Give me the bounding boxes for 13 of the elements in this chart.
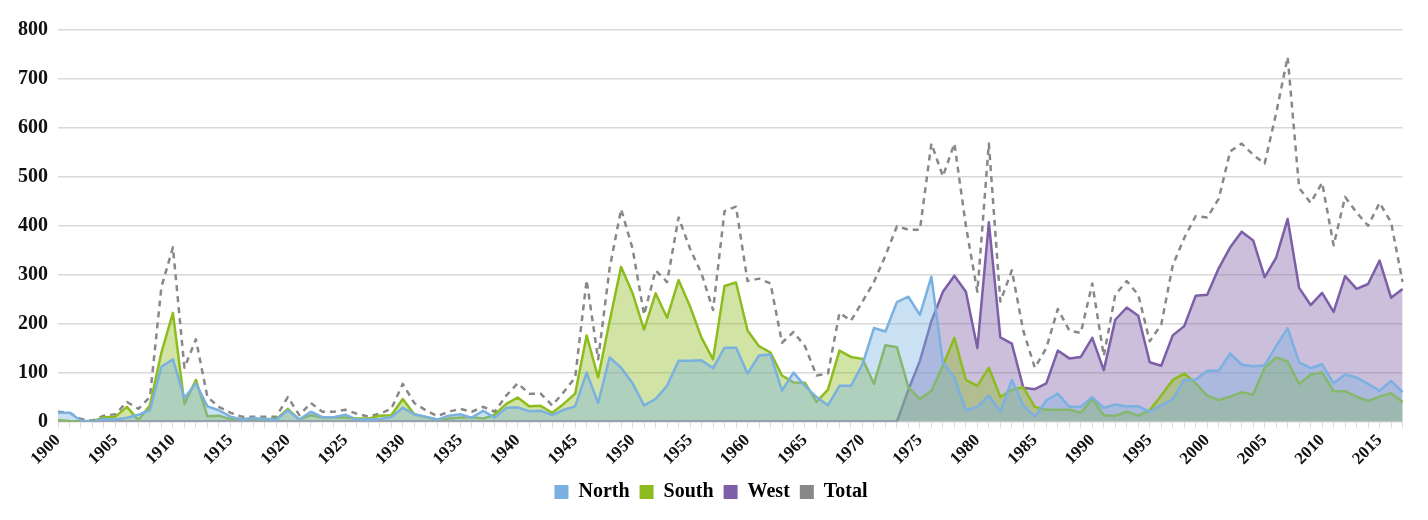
legend-label: North bbox=[578, 479, 630, 502]
y-tick-label: 0 bbox=[38, 408, 48, 431]
y-tick-label: 100 bbox=[18, 359, 48, 382]
legend-label: Total bbox=[823, 479, 868, 502]
y-tick-label: 300 bbox=[18, 261, 48, 284]
y-tick-label: 400 bbox=[18, 212, 48, 235]
y-tick-label: 500 bbox=[18, 164, 48, 186]
legend-label: South bbox=[663, 479, 714, 502]
y-tick-label: 200 bbox=[18, 310, 48, 333]
legend-label: West bbox=[747, 479, 791, 502]
y-tick-label: 700 bbox=[18, 66, 48, 89]
y-tick-label: 600 bbox=[18, 115, 48, 138]
y-tick-label: 800 bbox=[18, 17, 48, 40]
